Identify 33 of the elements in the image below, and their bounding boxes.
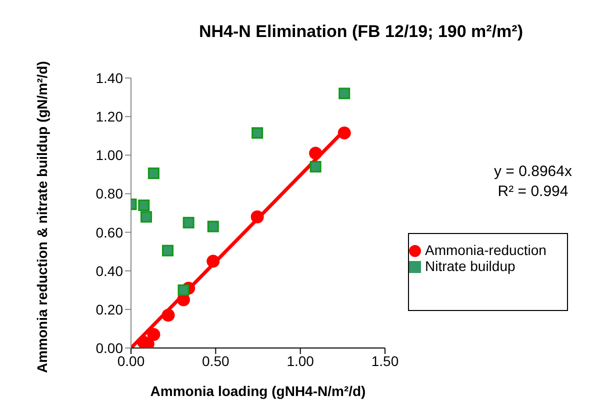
x-tick-label: 1.00 <box>286 352 314 369</box>
point <box>250 210 264 224</box>
point <box>140 211 152 223</box>
point <box>338 88 350 100</box>
point <box>147 328 160 341</box>
y-tick-label: 1.20 <box>96 108 124 125</box>
point <box>182 216 194 228</box>
legend-label: Ammonia-reduction <box>425 242 546 258</box>
y-tick-label: 0.60 <box>96 224 124 240</box>
x-axis-title: Ammonia loading (gNH4-N/m²/d) <box>150 383 366 399</box>
y-tick-label: 0.20 <box>96 301 124 318</box>
point <box>162 308 175 322</box>
point <box>162 244 174 256</box>
point <box>309 146 322 160</box>
point <box>148 168 160 180</box>
text: y = 0.8964x <box>493 163 573 180</box>
legend-label: Nitrate buildup <box>425 258 516 274</box>
x-tick-label: 1.50 <box>371 352 399 369</box>
point <box>252 127 264 139</box>
y-tick-label: 1.40 <box>96 70 124 86</box>
point <box>206 254 220 268</box>
text: R² = 0.994 <box>496 183 570 200</box>
point <box>338 126 351 140</box>
y-tick-label: 1.00 <box>96 147 124 164</box>
x-tick-label: 0.50 <box>202 352 230 369</box>
chart-title: NH4-N Elimination (FB 12/19; 190 m²/m²) <box>198 22 524 42</box>
y-axis-title: Ammonia reduction & nitrate buildup (gN/m²/d) <box>34 61 50 373</box>
point <box>207 220 219 232</box>
point <box>178 284 190 296</box>
y-tick-label: 0.40 <box>96 262 124 279</box>
point <box>138 200 150 212</box>
y-tick-label: 0.80 <box>96 186 124 202</box>
point <box>310 160 322 172</box>
